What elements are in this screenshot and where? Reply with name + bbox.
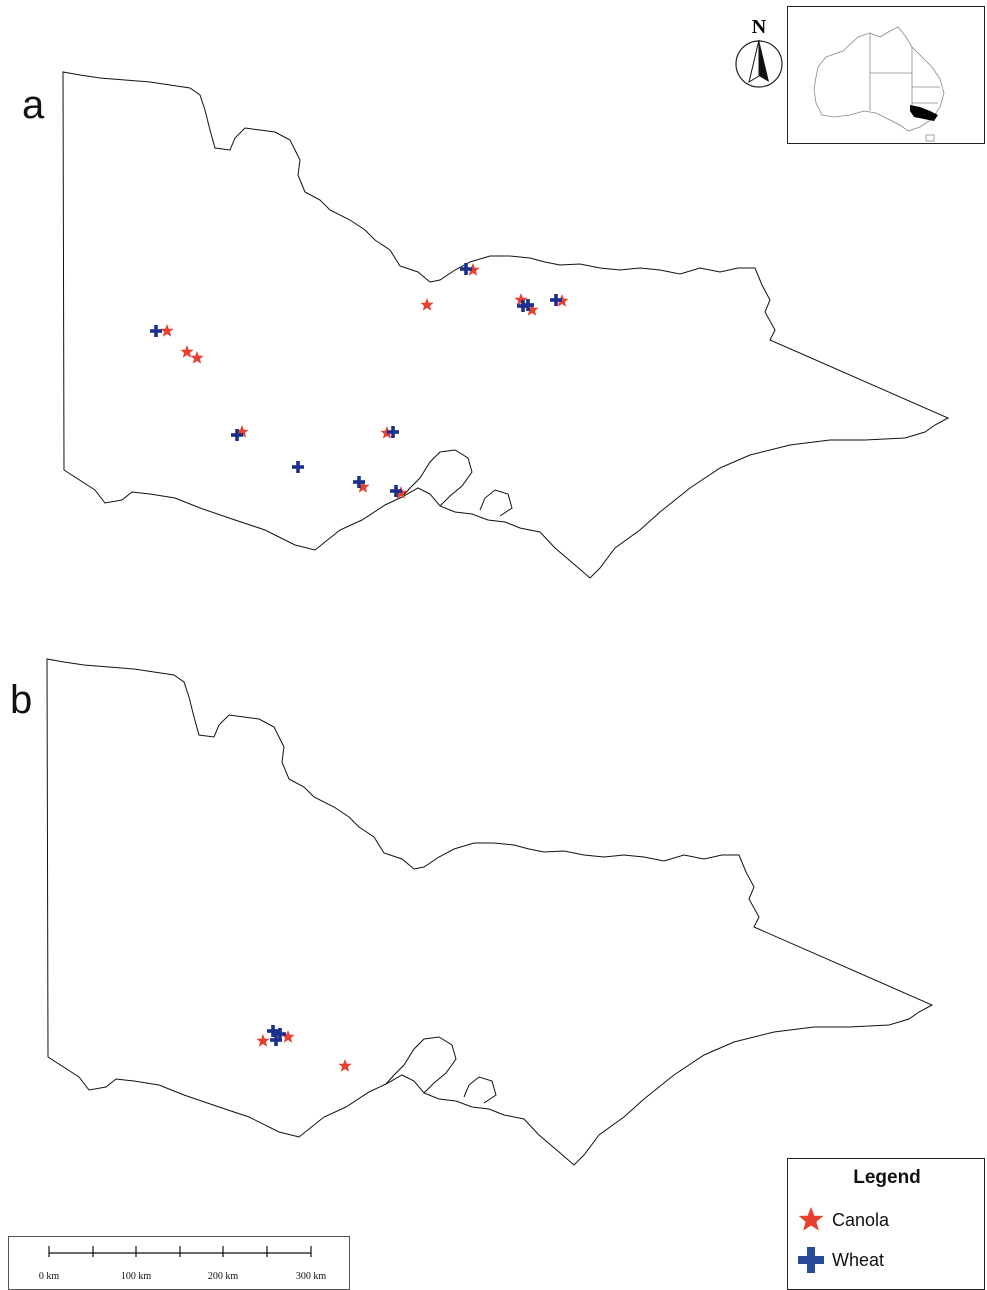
wheat-marker — [292, 461, 304, 473]
victoria-outline-a — [62, 71, 950, 579]
canola-marker — [160, 324, 174, 337]
scale-label-300: 300 km — [295, 1271, 327, 1282]
north-arrow-icon — [735, 39, 783, 88]
canola-sites-b — [256, 1030, 352, 1072]
wheat-marker — [150, 325, 162, 337]
north-letter: N — [751, 16, 767, 38]
canola-marker — [420, 298, 434, 311]
legend-item-canola: Canola — [796, 1205, 889, 1235]
canola-sites-a — [160, 263, 569, 499]
canola-marker — [338, 1059, 352, 1072]
panel-label-a: a — [22, 83, 45, 127]
australia-inset-icon — [813, 26, 945, 142]
scale-label-200: 200 km — [207, 1271, 239, 1282]
wheat-sites-a — [150, 263, 562, 497]
canola-marker — [256, 1034, 270, 1047]
cross-icon — [798, 1247, 824, 1273]
canola-marker — [190, 351, 204, 364]
legend-item-wheat: Wheat — [796, 1245, 884, 1275]
wheat-sites-b — [267, 1025, 286, 1046]
north-arrow: N — [733, 16, 785, 92]
legend-title: Legend — [853, 1167, 921, 1188]
legend-label-wheat: Wheat — [832, 1249, 885, 1270]
scale-label-100: 100 km — [120, 1271, 152, 1282]
canola-marker — [281, 1030, 295, 1043]
scale-bar-line — [48, 1246, 312, 1257]
victoria-outline-b — [46, 658, 934, 1166]
panel-label-b: b — [10, 678, 33, 722]
star-icon — [798, 1207, 824, 1231]
legend-label-canola: Canola — [832, 1209, 890, 1230]
scale-label-0: 0 km — [38, 1271, 60, 1282]
legend: Legend Canola Wheat — [787, 1158, 985, 1290]
inset-map-australia — [787, 6, 985, 144]
scale-bar: 0 km 100 km 200 km 300 km — [8, 1236, 350, 1290]
